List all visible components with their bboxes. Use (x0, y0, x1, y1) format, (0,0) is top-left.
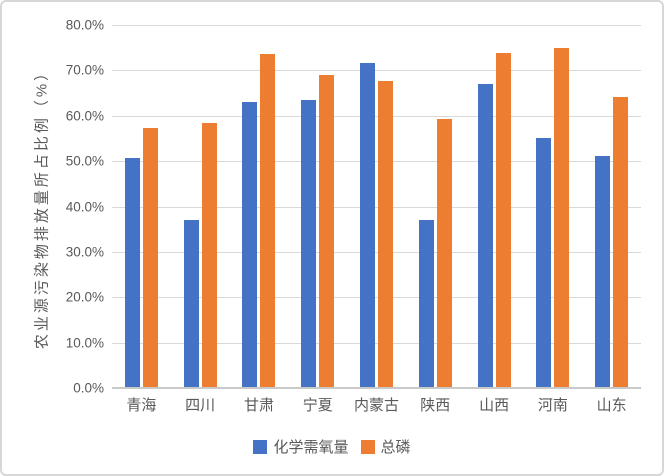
bar-group (230, 25, 289, 388)
bar-series-0 (242, 101, 258, 388)
bar-group (406, 25, 465, 388)
bar-series-0 (477, 84, 493, 388)
x-category-label: 甘肃 (243, 397, 274, 414)
bar-series-0 (124, 157, 140, 388)
bar-group (112, 25, 171, 388)
y-tick-label: 40.0% (65, 199, 104, 214)
bar-group (288, 25, 347, 388)
gridline (112, 251, 641, 253)
y-tick-label: 0.0% (73, 380, 104, 396)
x-category-label: 宁夏 (302, 397, 333, 414)
y-tick-label: 60.0% (65, 108, 104, 124)
bar-group (523, 25, 582, 388)
bar-series-1 (201, 123, 217, 388)
y-axis-tick-labels: 80.0% 70.0% 60.0% 50.0% 40.0% 30.0% 20.0% 10.0%… (42, 18, 104, 396)
bar-series-0 (360, 63, 376, 388)
bar-series-0 (595, 156, 611, 388)
bar-group (347, 25, 406, 388)
x-axis-line (112, 387, 641, 389)
x-category-label: 四川 (185, 397, 216, 414)
bar-series-1 (495, 53, 511, 388)
x-axis-category-labels: 青海 四川 甘肃 宁夏 内蒙古 陕西 山西 河南 山东 (112, 394, 641, 415)
y-tick-label: 20.0% (65, 289, 104, 305)
bar-series-1 (436, 119, 452, 388)
bar-group (171, 25, 230, 388)
legend: 化学需氧量 总磷 (2, 436, 662, 457)
y-tick-label: 70.0% (65, 62, 104, 78)
gridline (112, 25, 641, 26)
x-category-label: 内蒙古 (354, 397, 400, 414)
bar-series-1 (554, 48, 570, 388)
x-category-label: 山西 (479, 397, 510, 414)
y-tick-label: 80.0% (65, 17, 104, 33)
gridline (112, 161, 641, 163)
bar-series-0 (418, 219, 434, 388)
y-tick-label: 50.0% (65, 153, 104, 169)
x-category-label: 青海 (126, 397, 157, 414)
legend-swatch-tp-icon (360, 439, 375, 454)
y-tick-label: 10.0% (65, 335, 104, 351)
y-tick-label: 30.0% (65, 244, 104, 260)
bar-series-0 (536, 137, 552, 388)
bar-group (582, 25, 641, 388)
x-category-label: 山东 (596, 397, 627, 414)
legend-label-tp: 总磷 (380, 439, 411, 456)
bar-series-1 (378, 80, 394, 388)
bar-series-0 (183, 220, 199, 388)
bar-series-0 (301, 99, 317, 388)
gridline (112, 206, 641, 208)
gridline (112, 70, 641, 72)
bar-groups (112, 25, 641, 388)
legend-item-cod: 化学需氧量 (253, 436, 349, 457)
bar-series-1 (319, 75, 335, 388)
bar-series-1 (613, 96, 629, 388)
legend-swatch-cod-icon (253, 439, 268, 454)
gridline (112, 115, 641, 117)
bar-group (465, 25, 524, 388)
legend-label-cod: 化学需氧量 (273, 439, 349, 456)
x-category-label: 河南 (537, 397, 568, 414)
x-category-label: 陕西 (420, 397, 451, 414)
gridline (112, 342, 641, 344)
bar-series-1 (260, 54, 276, 388)
plot-area (112, 25, 641, 389)
bar-series-1 (142, 128, 158, 388)
legend-item-tp: 总磷 (360, 436, 411, 457)
gridline (112, 297, 641, 299)
